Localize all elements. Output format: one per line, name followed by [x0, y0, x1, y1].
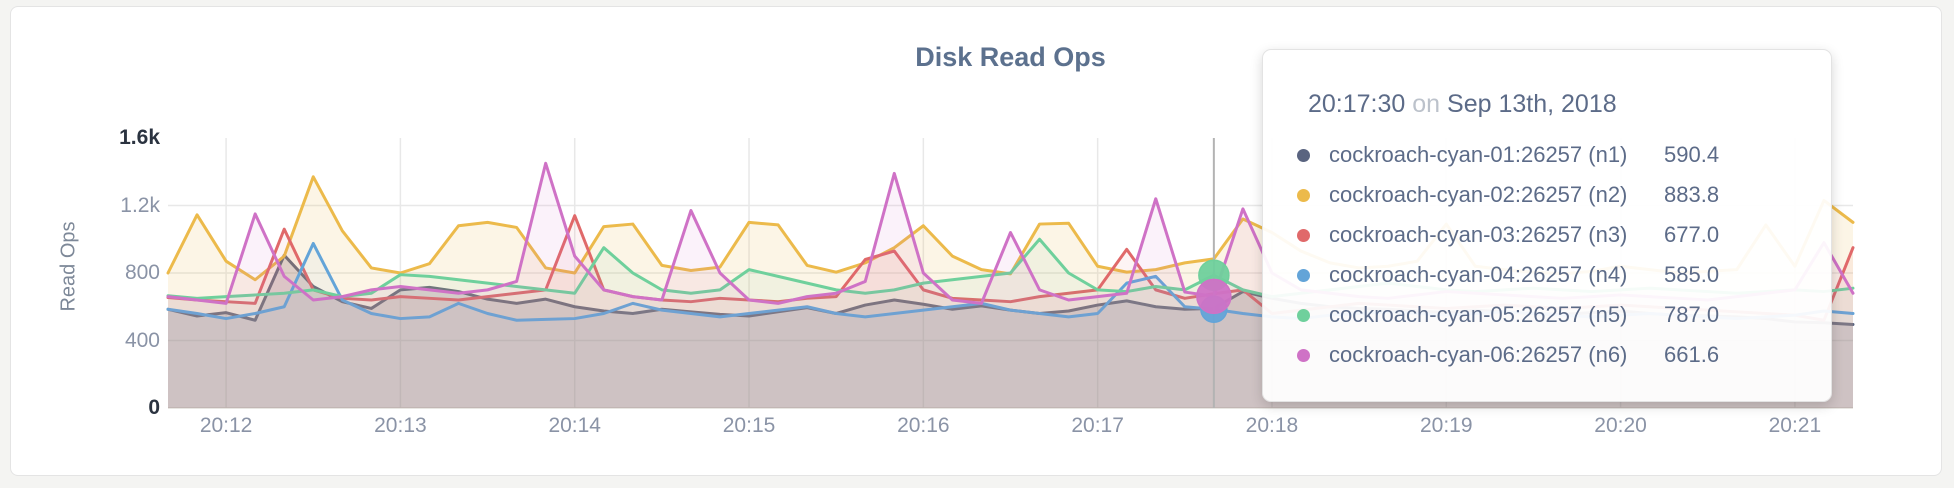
- series-value: 590.4: [1664, 142, 1720, 167]
- series-value: 883.8: [1664, 182, 1720, 207]
- hover-tooltip: 20:17:30 on Sep 13th, 2018 cockroach-cya…: [1262, 49, 1832, 402]
- series-name: cockroach-cyan-01:26257 (n1): [1329, 142, 1628, 167]
- y-tick-label: 800: [124, 261, 160, 284]
- y-tick-label: 1.2k: [120, 193, 160, 217]
- series-color-dot: [1297, 348, 1310, 362]
- tooltip-time: 20:17:30: [1308, 90, 1406, 118]
- tooltip-separator: on: [1412, 90, 1441, 118]
- tooltip-row: cockroach-cyan-02:26257 (n2) 883.8: [1297, 175, 1801, 215]
- chart-title: Disk Read Ops: [915, 42, 1106, 72]
- tooltip-header: 20:17:30 on Sep 13th, 2018: [1297, 90, 1801, 119]
- x-tick-label: 20:20: [1594, 414, 1647, 437]
- tooltip-row: cockroach-cyan-05:26257 (n5) 787.0: [1297, 295, 1801, 335]
- series-value: 677.0: [1664, 222, 1720, 247]
- series-name: cockroach-cyan-04:26257 (n4): [1329, 262, 1628, 287]
- series-name: cockroach-cyan-05:26257 (n5): [1329, 302, 1628, 327]
- series-color-dot: [1297, 188, 1310, 202]
- x-tick-label: 20:17: [1071, 414, 1124, 437]
- series-color-dot: [1297, 308, 1310, 322]
- x-tick-label: 20:18: [1245, 414, 1299, 437]
- series-value: 585.0: [1664, 262, 1720, 287]
- series-name: cockroach-cyan-02:26257 (n2): [1329, 182, 1628, 207]
- series-value: 787.0: [1664, 302, 1720, 327]
- tooltip-rows: cockroach-cyan-01:26257 (n1) 590.4 cockroa…: [1297, 135, 1801, 375]
- series-color-dot: [1297, 228, 1310, 242]
- x-tick-label: 20:13: [374, 414, 427, 437]
- x-tick-label: 20:16: [897, 414, 950, 437]
- y-tick-label: 400: [124, 328, 160, 352]
- x-tick-label: 20:21: [1768, 414, 1822, 437]
- tooltip-row: cockroach-cyan-03:26257 (n3) 677.0: [1297, 215, 1801, 255]
- tooltip-row: cockroach-cyan-01:26257 (n1) 590.4: [1297, 135, 1801, 175]
- series-color-dot: [1297, 148, 1310, 162]
- series-name: cockroach-cyan-03:26257 (n3): [1329, 222, 1628, 247]
- x-tick-label: 20:12: [199, 414, 253, 437]
- tooltip-row: cockroach-cyan-04:26257 (n4) 585.0: [1297, 255, 1801, 295]
- x-tick-label: 20:15: [722, 414, 776, 437]
- tooltip-date: Sep 13th, 2018: [1447, 90, 1617, 118]
- y-tick-label: 1.6k: [119, 126, 160, 149]
- series-value: 661.6: [1664, 342, 1720, 367]
- x-tick-label: 20:14: [548, 414, 601, 437]
- tooltip-row: cockroach-cyan-06:26257 (n6) 661.6: [1297, 335, 1801, 375]
- hover-marker-n6: [1196, 278, 1232, 315]
- series-name: cockroach-cyan-06:26257 (n6): [1329, 342, 1628, 367]
- series-color-dot: [1297, 268, 1310, 282]
- x-tick-label: 20:19: [1419, 414, 1473, 437]
- y-tick-label: 0: [148, 396, 160, 419]
